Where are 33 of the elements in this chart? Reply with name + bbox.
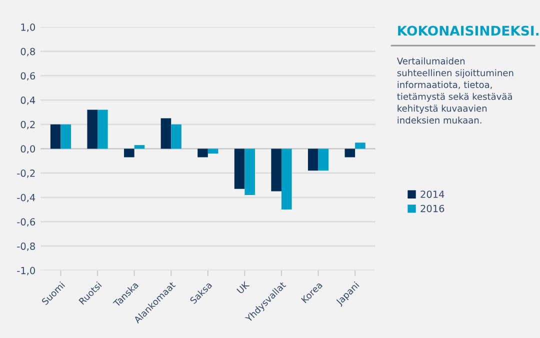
y-tick-label: -0,2 <box>17 170 35 178</box>
bar <box>344 148 356 158</box>
bar <box>234 148 245 189</box>
bar <box>98 110 108 149</box>
bar <box>281 148 292 210</box>
y-tick-label: -0,6 <box>17 218 36 227</box>
y-tick-label: 0,0 <box>20 145 35 154</box>
bar <box>87 110 98 149</box>
bar <box>160 118 172 149</box>
y-tick-label: -1,0 <box>17 266 35 276</box>
bar <box>171 124 182 149</box>
y-tick-label: -0,8 <box>17 242 35 251</box>
bar <box>308 148 318 171</box>
bar <box>208 148 218 154</box>
y-tick-label: 1,0 <box>21 24 35 32</box>
bar <box>318 148 329 171</box>
legend-label: 2016 <box>420 204 444 212</box>
bar <box>60 124 72 149</box>
bar <box>134 145 145 149</box>
y-tick-label: 0,2 <box>20 120 35 130</box>
text: Vertailumaiden suhteellinen sijoittuminen informaatiota, tietoa, tietämystä sekä kestävää kehitystä kuvaavien indeksien mukaan. <box>396 57 514 124</box>
y-tick-label: 0,6 <box>20 72 36 81</box>
bar <box>50 124 61 149</box>
bar <box>198 148 208 158</box>
bar <box>124 148 134 158</box>
y-tick-label: 0,4 <box>20 96 36 105</box>
y-tick-label: 0,8 <box>20 48 35 56</box>
bar <box>244 148 255 195</box>
y-tick-label: -0,4 <box>17 194 36 202</box>
text: KOKONAISINDEKSI. <box>398 26 538 36</box>
legend-label: 2014 <box>420 190 444 198</box>
bar <box>271 148 282 192</box>
bar <box>355 142 366 149</box>
